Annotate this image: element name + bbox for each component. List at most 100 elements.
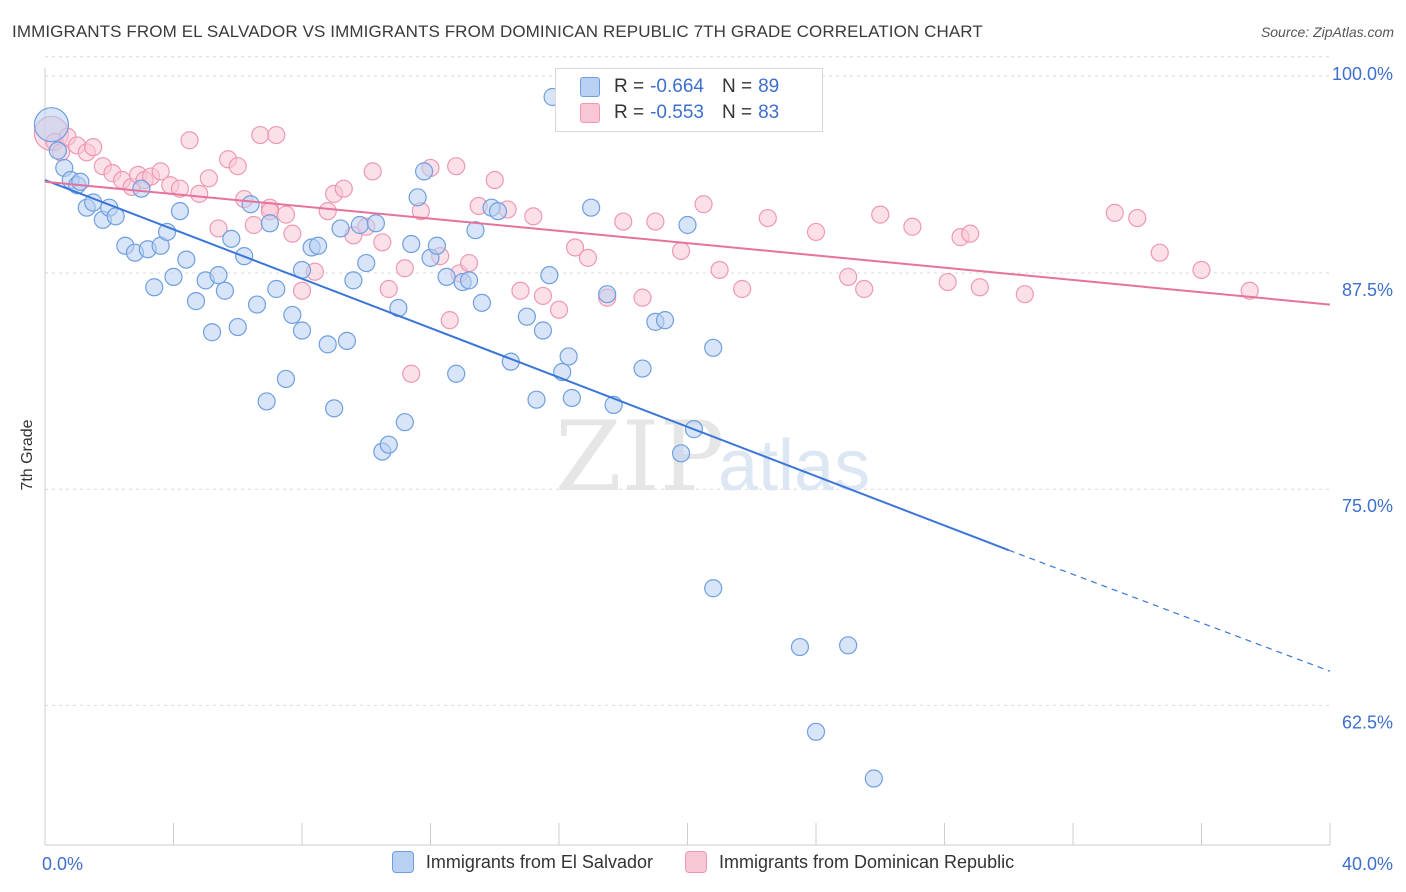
n-label: N = xyxy=(721,102,753,123)
blue-data-point xyxy=(582,198,601,217)
blue-data-point xyxy=(704,579,723,598)
blue-trend-extension xyxy=(1008,549,1331,672)
pink-data-point xyxy=(251,125,270,145)
pink-data-point xyxy=(970,278,989,297)
pink-series-points xyxy=(33,115,1259,383)
stats-row-blue: R = -0.664 N = 89 xyxy=(580,74,779,100)
blue-data-point xyxy=(164,267,183,286)
blue-data-point xyxy=(517,307,536,326)
blue-data-point xyxy=(839,636,858,655)
pink-data-point xyxy=(209,219,228,238)
pink-data-point xyxy=(710,260,729,280)
pink-data-point xyxy=(1240,281,1259,300)
pink-data-point xyxy=(151,162,170,181)
pink-data-point xyxy=(379,279,398,299)
pink-data-point xyxy=(549,300,569,319)
blue-data-point xyxy=(437,267,456,286)
pink-data-point xyxy=(276,205,296,224)
blue-data-point xyxy=(257,392,276,411)
pink-data-point xyxy=(447,157,466,176)
blue-data-point xyxy=(202,323,222,342)
pink-data-point xyxy=(1015,285,1034,304)
pink-data-point xyxy=(373,233,392,252)
source-label: Source: ZipAtlas.com xyxy=(1260,24,1394,40)
blue-data-point xyxy=(267,279,286,299)
pink-data-point xyxy=(533,286,553,306)
pink-data-point xyxy=(1105,203,1124,222)
trend-lines xyxy=(44,179,1331,672)
pink-data-point xyxy=(855,279,874,299)
pink-data-point xyxy=(903,217,922,236)
pink-data-point xyxy=(485,170,504,190)
axes xyxy=(44,68,1331,846)
blue-data-point xyxy=(357,253,376,273)
blue-data-point xyxy=(215,281,234,300)
pink-data-point xyxy=(633,288,652,307)
blue-data-point xyxy=(527,390,546,409)
blue-data-point xyxy=(228,317,247,337)
x-tick-label: 0.0% xyxy=(42,854,83,874)
blue-data-point xyxy=(562,388,581,408)
r-value: -0.553 xyxy=(650,102,704,123)
blue-data-point xyxy=(678,215,697,235)
legend-item-dominican-republic[interactable]: Immigrants from Dominican Republic xyxy=(684,851,1015,873)
blue-data-point xyxy=(533,321,553,340)
stats-row-pink: R = -0.553 N = 83 xyxy=(580,100,779,126)
pink-data-point xyxy=(578,248,598,267)
blue-data-point xyxy=(318,335,337,354)
y-tick-label: 87.5% xyxy=(1342,280,1393,300)
pink-data-point xyxy=(938,272,957,292)
grid-lines xyxy=(45,56,1330,706)
blue-data-point xyxy=(222,229,241,248)
blue-data-point xyxy=(71,172,90,191)
blue-data-point xyxy=(447,364,466,383)
pink-data-point xyxy=(292,281,312,300)
pink-data-point xyxy=(839,267,858,286)
legend-label: Immigrants from Dominican Republic xyxy=(718,851,1015,872)
blue-data-point xyxy=(186,292,206,311)
blue-data-point xyxy=(344,271,363,290)
pink-data-point xyxy=(806,222,826,242)
pink-data-point xyxy=(267,125,286,145)
tick-labels: 100.0% 87.5% 75.0% 62.5% 0.0% 40.0% xyxy=(42,64,1393,874)
blue-data-point xyxy=(806,722,826,741)
blue-data-point xyxy=(331,219,350,238)
blue-swatch xyxy=(580,77,600,97)
r-value: -0.664 xyxy=(650,76,704,97)
watermark: ZIP atlas xyxy=(555,401,870,513)
pink-data-point xyxy=(180,131,199,150)
blue-data-point xyxy=(655,311,675,330)
n-label: N = xyxy=(721,76,753,97)
n-value: 83 xyxy=(758,102,780,123)
pink-data-point xyxy=(733,279,752,299)
pink-data-point xyxy=(1192,260,1211,280)
pink-data-point xyxy=(244,215,263,235)
watermark-atlas: atlas xyxy=(718,426,870,506)
x-tick-label: 40.0% xyxy=(1342,854,1393,874)
legend-item-el-salvador[interactable]: Immigrants from El Salvador xyxy=(391,851,653,873)
blue-data-point xyxy=(488,202,508,221)
pink-data-point xyxy=(871,205,890,224)
pink-data-point xyxy=(402,364,421,383)
blue-data-point xyxy=(472,293,491,312)
blue-data-point xyxy=(132,179,151,198)
blue-trend-line xyxy=(44,179,1010,552)
blue-data-point xyxy=(559,347,578,366)
blue-data-point xyxy=(540,266,559,285)
blue-data-point xyxy=(260,214,279,233)
blue-data-point xyxy=(671,444,691,463)
blue-data-point xyxy=(402,234,421,254)
blue-data-point xyxy=(145,278,164,297)
y-tick-label: 75.0% xyxy=(1342,496,1393,516)
pink-data-point xyxy=(565,238,585,257)
blue-data-point xyxy=(395,413,414,432)
pink-data-point xyxy=(758,208,777,228)
blue-data-point xyxy=(337,331,357,350)
blue-data-point xyxy=(366,214,385,233)
pink-data-point xyxy=(170,179,190,198)
blue-data-point xyxy=(427,236,447,255)
pink-data-point xyxy=(646,212,665,231)
pink-data-point xyxy=(614,212,633,231)
y-tick-label: 100.0% xyxy=(1332,64,1393,84)
blue-data-point xyxy=(864,769,883,788)
